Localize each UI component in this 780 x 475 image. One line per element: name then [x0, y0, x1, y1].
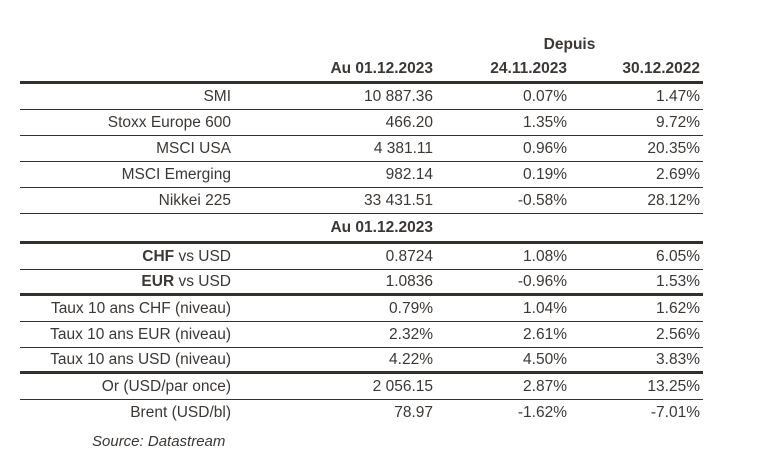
market-data-table: Depuis Au 01.12.2023 24.11.2023 30.12.20…	[20, 32, 703, 426]
table-row: Taux 10 ans CHF (niveau) 0.79% 1.04% 1.62%	[20, 296, 703, 322]
value-cell: 78.97	[394, 404, 433, 422]
value-cell: 28.12%	[647, 191, 700, 209]
table-row: Stoxx Europe 600 466.20 1.35% 9.72%	[20, 110, 703, 136]
value-cell: 0.8724	[385, 247, 433, 265]
table-row: Taux 10 ans USD (niveau) 4.22% 4.50% 3.83%	[20, 348, 703, 374]
value-cell: 982.14	[385, 165, 433, 183]
column-header-row: Au 01.12.2023 24.11.2023 30.12.2022	[20, 57, 703, 84]
table-row: MSCI USA 4 381.11 0.96% 20.35%	[20, 136, 703, 162]
table-row: Nikkei 225 33 431.51 -0.58% 28.12%	[20, 188, 703, 214]
table-row: Or (USD/par once) 2 056.15 2.87% 13.25%	[20, 374, 703, 400]
row-label-cell: Brent (USD/bl)	[130, 404, 231, 422]
table-row: SMI 10 887.36 0.07% 1.47%	[20, 84, 703, 110]
row-label-cell: Taux 10 ans USD (niveau)	[50, 350, 231, 368]
since-header-row: Depuis	[20, 32, 703, 57]
value-cell: 2 056.15	[372, 377, 433, 395]
value-cell: 6.05%	[656, 247, 700, 265]
table-row: Brent (USD/bl) 78.97 -1.62% -7.01%	[20, 400, 703, 426]
value-cell: 4.50%	[523, 350, 567, 368]
value-cell: 2.56%	[656, 325, 700, 343]
value-cell: 0.07%	[523, 87, 567, 105]
row-label-cell: Stoxx Europe 600	[107, 113, 231, 131]
value-cell: 0.19%	[523, 165, 567, 183]
value-cell: 3.83%	[656, 350, 700, 368]
row-label-cell: SMI	[203, 87, 231, 105]
column-header-value-date: Au 01.12.2023	[330, 60, 433, 78]
value-cell: 1.35%	[523, 113, 567, 131]
table-row: Taux 10 ans EUR (niveau) 2.32% 2.61% 2.56%	[20, 322, 703, 348]
row-label-cell: CHF vs USD	[142, 247, 231, 265]
value-cell: 1.53%	[656, 272, 700, 290]
value-cell: 2.61%	[523, 325, 567, 343]
value-cell: 1.04%	[523, 299, 567, 317]
value-cell: 1.62%	[656, 299, 700, 317]
row-label-cell: Nikkei 225	[158, 191, 231, 209]
row-label-cell: Taux 10 ans CHF (niveau)	[50, 299, 231, 317]
row-label-cell: MSCI Emerging	[121, 165, 231, 183]
table-row: EUR vs USD 1.0836 -0.96% 1.53%	[20, 270, 703, 296]
value-cell: 1.47%	[656, 87, 700, 105]
value-cell: -0.96%	[517, 272, 567, 290]
section-header-row: Au 01.12.2023	[20, 214, 703, 244]
value-cell: 466.20	[385, 113, 433, 131]
value-cell: -1.62%	[517, 404, 567, 422]
column-header-since-week: 24.11.2023	[490, 60, 567, 78]
value-cell: 2.32%	[389, 325, 433, 343]
value-cell: 20.35%	[647, 139, 700, 157]
value-cell: 9.72%	[656, 113, 700, 131]
row-label-cell: EUR vs USD	[141, 272, 231, 290]
table-row: MSCI Emerging 982.14 0.19% 2.69%	[20, 162, 703, 188]
value-cell: 4.22%	[389, 350, 433, 368]
since-header-label: Depuis	[543, 35, 596, 53]
source-note: Source: Datastream	[92, 433, 226, 450]
value-cell: 4 381.11	[373, 139, 433, 157]
row-label-bold: EUR	[141, 272, 175, 290]
value-cell: -7.01%	[650, 404, 700, 422]
row-label-cell: Or (USD/par once)	[101, 377, 231, 395]
value-cell: -0.58%	[517, 191, 567, 209]
section-header-label: Au 01.12.2023	[330, 218, 433, 236]
table-row: CHF vs USD 0.8724 1.08% 6.05%	[20, 244, 703, 270]
value-cell: 1.08%	[523, 247, 567, 265]
value-cell: 2.87%	[523, 377, 567, 395]
value-cell: 10 887.36	[364, 87, 433, 105]
value-cell: 1.0836	[385, 272, 433, 290]
value-cell: 13.25%	[647, 377, 700, 395]
row-label-bold: CHF	[142, 247, 175, 265]
value-cell: 0.96%	[523, 139, 567, 157]
value-cell: 2.69%	[656, 165, 700, 183]
table-body: SMI 10 887.36 0.07% 1.47% Stoxx Europe 600 46…	[20, 84, 703, 426]
value-cell: 0.79%	[389, 299, 433, 317]
column-header-since-year: 30.12.2022	[622, 60, 700, 78]
row-label-cell: MSCI USA	[156, 139, 231, 157]
row-label-cell: Taux 10 ans EUR (niveau)	[50, 325, 231, 343]
value-cell: 33 431.51	[364, 191, 433, 209]
